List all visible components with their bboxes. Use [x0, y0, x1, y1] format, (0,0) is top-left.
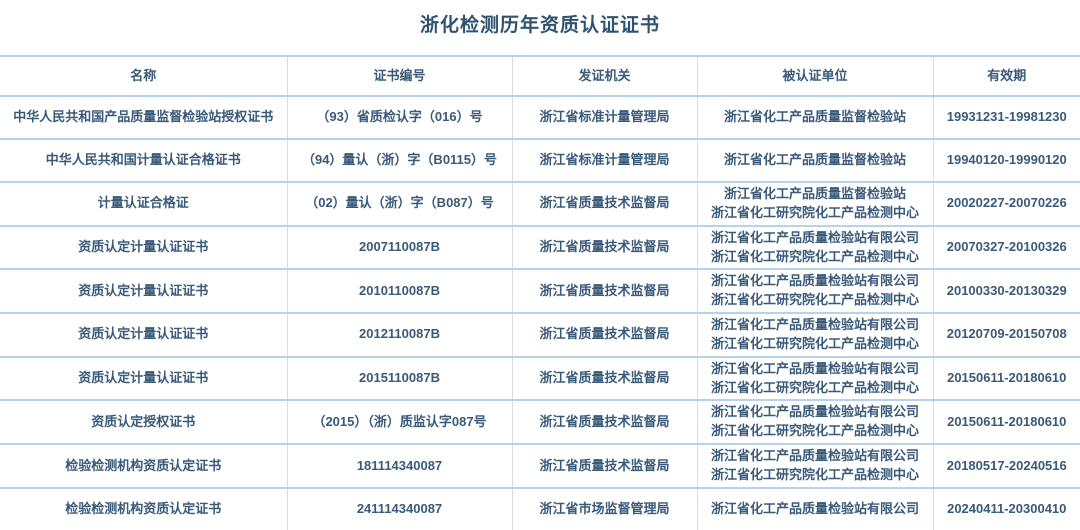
header-validity-period: 有效期 — [932, 55, 1080, 97]
table-row: 资质认定计量认证证书 2007110087B 浙江省质量技术监督局 浙江省化工产品质量… — [0, 224, 1080, 271]
table-header-row: 名称 证书编号 发证机关 被认证单位 有效期 — [0, 55, 1080, 97]
cell-certified-unit: 浙江省化工产品质量检验站有限公司 浙江省化工研究院化工产品检测中心 — [696, 268, 934, 315]
cell-name: 检验检测机构资质认定证书 — [0, 443, 288, 489]
cell-certificate-number: 2012110087B — [286, 312, 513, 358]
cell-name: 资质认定授权证书 — [0, 399, 288, 446]
cell-issuing-authority: 浙江省标准计量管理局 — [511, 95, 698, 140]
cell-certificate-number: （2015）（浙）质监认字087号 — [286, 399, 513, 446]
cell-certified-unit: 浙江省化工产品质量监督检验站 — [696, 138, 934, 183]
cell-name: 中华人民共和国产品质量监督检验站授权证书 — [0, 95, 288, 140]
table-row: 检验检测机构资质认定证书 241114340087 浙江省市场监督管理局 浙江省化工产… — [0, 486, 1080, 530]
cell-validity-period: 19940120-19990120 — [932, 138, 1080, 183]
table-row: 资质认定授权证书 （2015）（浙）质监认字087号 浙江省质量技术监督局 浙江省化工… — [0, 399, 1080, 446]
cell-certificate-number: （93）省质检认字（016）号 — [286, 95, 513, 140]
table-row: 资质认定计量认证证书 2012110087B 浙江省质量技术监督局 浙江省化工产品质量… — [0, 312, 1080, 358]
cell-issuing-authority: 浙江省质量技术监督局 — [511, 224, 698, 271]
cell-certified-unit: 浙江省化工产品质量检验站有限公司 — [696, 486, 934, 530]
cell-certified-unit: 浙江省化工产品质量监督检验站 — [696, 95, 934, 140]
cell-issuing-authority: 浙江省质量技术监督局 — [511, 312, 698, 358]
cell-validity-period: 20150611-20180610 — [932, 355, 1080, 402]
cell-issuing-authority: 浙江省质量技术监督局 — [511, 355, 698, 402]
cell-name: 检验检测机构资质认定证书 — [0, 486, 288, 530]
cell-validity-period: 20180517-20240516 — [932, 443, 1080, 489]
table-row: 资质认定计量认证证书 2010110087B 浙江省质量技术监督局 浙江省化工产品质量… — [0, 268, 1080, 315]
cell-certificate-number: 2015110087B — [286, 355, 513, 402]
cell-certificate-number: 2010110087B — [286, 268, 513, 315]
cell-certified-unit: 浙江省化工产品质量检验站有限公司 浙江省化工研究院化工产品检测中心 — [696, 355, 934, 402]
cell-validity-period: 20150611-20180610 — [932, 399, 1080, 446]
header-certified-unit: 被认证单位 — [696, 55, 934, 97]
cell-name: 资质认定计量认证证书 — [0, 224, 288, 271]
cell-name: 计量认证合格证 — [0, 181, 288, 227]
table-row: 中华人民共和国计量认证合格证书 （94）量认（浙）字（B0115）号 浙江省标准计量… — [0, 138, 1080, 183]
table-row: 检验检测机构资质认定证书 181114340087 浙江省质量技术监督局 浙江省化工产… — [0, 443, 1080, 489]
cell-certified-unit: 浙江省化工产品质量检验站有限公司 浙江省化工研究院化工产品检测中心 — [696, 399, 934, 446]
header-name: 名称 — [0, 55, 288, 97]
cell-certified-unit: 浙江省化工产品质量监督检验站 浙江省化工研究院化工产品检测中心 — [696, 181, 934, 227]
certificates-table: 名称 证书编号 发证机关 被认证单位 有效期 中华人民共和国产品质量监督检验站授… — [0, 55, 1080, 530]
page-title: 浙化检测历年资质认证证书 — [419, 15, 660, 36]
cell-certificate-number: 2007110087B — [286, 224, 513, 271]
cell-validity-period: 20120709-20150708 — [932, 312, 1080, 358]
header-certificate-number: 证书编号 — [286, 55, 513, 97]
cell-issuing-authority: 浙江省标准计量管理局 — [511, 138, 698, 183]
cell-name: 中华人民共和国计量认证合格证书 — [0, 138, 288, 183]
cell-certified-unit: 浙江省化工产品质量检验站有限公司 浙江省化工研究院化工产品检测中心 — [696, 312, 934, 358]
cell-certified-unit: 浙江省化工产品质量检验站有限公司 浙江省化工研究院化工产品检测中心 — [696, 443, 934, 489]
cell-validity-period: 19931231-19981230 — [932, 95, 1080, 140]
cell-validity-period: 20070327-20100326 — [932, 224, 1080, 271]
cell-certificate-number: 241114340087 — [286, 486, 513, 530]
cell-certificate-number: （94）量认（浙）字（B0115）号 — [286, 138, 513, 183]
table-row: 中华人民共和国产品质量监督检验站授权证书 （93）省质检认字（016）号 浙江省标准… — [0, 95, 1080, 140]
cell-issuing-authority: 浙江省市场监督管理局 — [511, 486, 698, 530]
cell-name: 资质认定计量认证证书 — [0, 355, 288, 402]
cell-name: 资质认定计量认证证书 — [0, 268, 288, 315]
cell-validity-period: 20020227-20070226 — [932, 181, 1080, 227]
cell-issuing-authority: 浙江省质量技术监督局 — [511, 181, 698, 227]
cell-name: 资质认定计量认证证书 — [0, 312, 288, 358]
cell-certificate-number: （02）量认（浙）字（B087）号 — [286, 181, 513, 227]
cell-validity-period: 20100330-20130329 — [932, 268, 1080, 315]
cell-certified-unit: 浙江省化工产品质量检验站有限公司 浙江省化工研究院化工产品检测中心 — [696, 224, 934, 271]
table-row: 资质认定计量认证证书 2015110087B 浙江省质量技术监督局 浙江省化工产品质量… — [0, 355, 1080, 402]
cell-issuing-authority: 浙江省质量技术监督局 — [511, 443, 698, 489]
cell-validity-period: 20240411-20300410 — [932, 486, 1080, 530]
cell-issuing-authority: 浙江省质量技术监督局 — [511, 268, 698, 315]
cell-issuing-authority: 浙江省质量技术监督局 — [511, 399, 698, 446]
header-issuing-authority: 发证机关 — [511, 55, 698, 97]
table-row: 计量认证合格证 （02）量认（浙）字（B087）号 浙江省质量技术监督局 浙江省化工产… — [0, 181, 1080, 227]
table-body: 中华人民共和国产品质量监督检验站授权证书 （93）省质检认字（016）号 浙江省标准… — [0, 95, 1080, 530]
cell-certificate-number: 181114340087 — [286, 443, 513, 489]
